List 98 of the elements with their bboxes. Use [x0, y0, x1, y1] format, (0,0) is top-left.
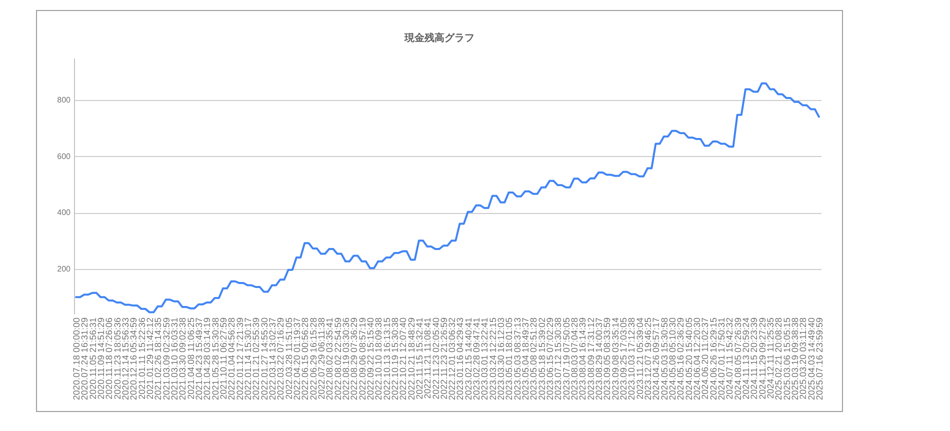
- x-tick-label: 2023.10.03 17:12:38: [626, 318, 637, 400]
- x-tick-label: 2021.04.23 15:49:37: [194, 318, 204, 400]
- x-tick-label: 2021.04.08 11:06:25: [186, 318, 196, 400]
- x-tick-label: 2022.03.28 11:51:05: [284, 318, 294, 400]
- x-tick-label: 2020.12.16 05:34:59: [128, 318, 139, 400]
- x-tick-label: 2023.08.03 07:04:28: [570, 318, 580, 400]
- x-tick-label: 2022.11.21 11:08:41: [422, 318, 433, 399]
- x-tick-label: 2022.10.21 12:07:40: [398, 318, 408, 400]
- x-tick-label: 2021.01.11 15:22:36: [136, 318, 147, 400]
- x-tick-label: 2020.11.09 14:51:29: [96, 318, 106, 400]
- x-tick-label: 2022.08.02 22:54:59: [332, 318, 343, 400]
- x-tick-label: 2025.07.16 23:59:59: [814, 318, 824, 400]
- x-tick-label: 2024.05.08 05:10:30: [668, 318, 678, 400]
- x-tick-label: 2024.05.20 15:40:05: [684, 318, 694, 400]
- x-tick-label: 2023.11.21 05:39:04: [634, 318, 645, 400]
- x-tick-label: 2025.04.03 14:49:40: [806, 318, 816, 400]
- x-tick-label: 2021.03.10 16:03:31: [170, 318, 180, 400]
- y-tick-label: 200: [57, 264, 72, 274]
- x-tick-label: 2023.01.16 04:29:43: [455, 318, 466, 400]
- x-tick-label: 2020.11.05 21:56:31: [88, 318, 98, 400]
- x-tick-label: 2023.06.15 07:02:29: [545, 318, 556, 400]
- x-tick-label: 2023.05.03 08:37:13: [512, 318, 522, 400]
- x-tick-label: 2021.03.09 02:32:59: [161, 318, 172, 400]
- x-tick-label: 2022.06.15 00:56:28: [300, 318, 310, 400]
- x-tick-label: 2021.05.28 15:30:38: [210, 318, 220, 400]
- x-tick-label: 2021.04.28 03:14:19: [202, 318, 212, 400]
- x-tick-label: 2023.05.04 18:49:37: [520, 318, 531, 400]
- x-tick-label: 2025.03.20 03:11:28: [798, 318, 808, 400]
- line-series: [75, 82, 820, 314]
- y-tick-label: 800: [57, 96, 72, 105]
- x-tick-label: 2023.09.08 03:35:14: [610, 318, 620, 400]
- x-tick-label: 2024.05.16 02:36:29: [676, 318, 686, 400]
- x-tick-label: 2022.06.29 16:15:28: [308, 318, 318, 400]
- x-tick-label: 2020.07.18 00:00:00: [72, 318, 82, 400]
- x-tick-label: 2022.11.23 02:05:40: [430, 318, 441, 400]
- x-tick-label: 2025.03.06 15:05:15: [782, 318, 792, 400]
- x-tick-label: 2025.02.21 20:08:28: [774, 318, 784, 400]
- x-tick-label: 2022.10.19 15:30:38: [390, 318, 400, 400]
- x-tick-label: 2022.09.06 08:57:19: [357, 318, 368, 400]
- x-tick-label: 2022.01.04 04:56:28: [226, 318, 237, 400]
- x-tick-label: 2020.07.24 16:31:29: [80, 318, 90, 400]
- y-tick-label: 600: [57, 152, 72, 161]
- y-tick-label: 400: [57, 208, 72, 218]
- x-tick-label: 2023.02.28 09:47:41: [472, 318, 482, 400]
- x-tick-label: 2024.08.05 07:26:39: [732, 318, 743, 400]
- x-tick-label: 2023.09.25 17:03:05: [618, 318, 629, 400]
- x-tick-label: 2021.01.29 11:42:12: [145, 318, 156, 400]
- x-tick-label: 2024.04.26 09:57:17: [651, 318, 662, 400]
- x-tick-label: 2024.06.20 11:02:37: [700, 318, 710, 400]
- x-tick-label: 2022.11.15 15:32:41: [414, 318, 424, 400]
- x-tick-label: 2023.05.18 15:39:02: [536, 318, 547, 400]
- x-tick-label: 2023.03.01 13:22:41: [480, 318, 490, 400]
- x-tick-label: 2022.07.29 06:11:38: [316, 318, 326, 400]
- x-tick-label: 2022.09.22 15:15:40: [365, 318, 376, 400]
- x-tick-label: 2022.08.29 07:36:29: [349, 318, 360, 400]
- x-tick-label: 2024.07.01 17:50:31: [716, 318, 726, 400]
- x-tick-label: 2022.03.14 13:02:37: [267, 318, 278, 400]
- x-tick-label: 2023.12.07 19:46:25: [643, 318, 654, 400]
- x-tick-label: 2022.01.21 02:55:39: [251, 318, 262, 400]
- x-tick-label: 2023.03.30 16:12:03: [496, 318, 506, 400]
- x-tick-label: 2022.08.02 03:35:41: [324, 318, 335, 400]
- x-tick-label: 2024.05.03 15:30:58: [659, 318, 670, 400]
- x-tick-label: 2022.08.19 03:30:36: [340, 318, 351, 400]
- x-tick-label: 2022.04.20 01:19:37: [292, 318, 302, 400]
- x-tick-label: 2022.10.13 16:13:15: [382, 318, 392, 400]
- x-tick-label: 2023.08.04 16:14:39: [578, 318, 588, 400]
- x-tick-label: 2023.08.29 14:00:37: [594, 318, 604, 400]
- x-tick-label: 2023.02.15 14:40:41: [463, 318, 474, 400]
- x-tick-label: 2022.01.27 14:55:30: [259, 318, 270, 400]
- x-tick-label: 2020.11.18 07:26:06: [104, 318, 114, 400]
- x-tick-label: 2021.10.11 06:27:59: [218, 318, 228, 400]
- x-tick-label: 2023.08.09 17:31:12: [586, 318, 596, 400]
- x-tick-label: 2023.05.08 02:51:28: [528, 318, 539, 400]
- x-tick-label: 2024.11.29 09:27:29: [757, 318, 768, 400]
- x-tick-label: 2023.09.05 08:33:59: [602, 318, 612, 400]
- x-tick-label: 2021.03.30 09:02:38: [178, 318, 188, 400]
- x-tick-label: 2021.02.26 18:14:35: [153, 318, 164, 400]
- x-tick-label: 2024.11.15 20:23:39: [749, 318, 760, 400]
- x-tick-label: 2022.11.23 21:26:59: [438, 318, 449, 400]
- x-tick-label: 2022.10.10 18:09:38: [374, 318, 384, 400]
- x-tick-label: 2024.11.13 20:59:24: [740, 318, 751, 400]
- x-tick-label: 2024.07.11 15:42:32: [724, 318, 735, 400]
- x-tick-label: 2022.12.01 03:06:32: [447, 318, 458, 400]
- x-tick-label: 2022.03.22 07:16:29: [276, 318, 286, 400]
- x-tick-label: 2022.01.12 17:21:39: [234, 318, 245, 400]
- x-tick-label: 2024.06.26 16:29:15: [708, 318, 718, 400]
- x-tick-label: 2020.12.14 15:56:33: [120, 318, 131, 400]
- x-tick-label: 2022.01.14 15:30:17: [242, 318, 253, 400]
- x-tick-label: 2023.07.19 07:50:05: [561, 318, 572, 400]
- x-tick-label: 2023.07.12 15:30:38: [553, 318, 564, 400]
- x-tick-label: 2023.03.24 12:22:15: [488, 318, 498, 400]
- x-tick-label: 2022.10.21 18:48:29: [406, 318, 416, 400]
- chart-title: 現金残高グラフ: [404, 32, 474, 44]
- x-tick-label: 2024.12.11 11:25:35: [765, 318, 776, 399]
- x-tick-label: 2024.06.04 12:20:30: [692, 318, 702, 400]
- x-tick-label: 2020.11.23 18:05:36: [112, 318, 122, 400]
- x-tick-label: 2025.03.19 09:38:38: [790, 318, 800, 400]
- x-tick-label: 2023.05.01 18:01:05: [504, 318, 514, 400]
